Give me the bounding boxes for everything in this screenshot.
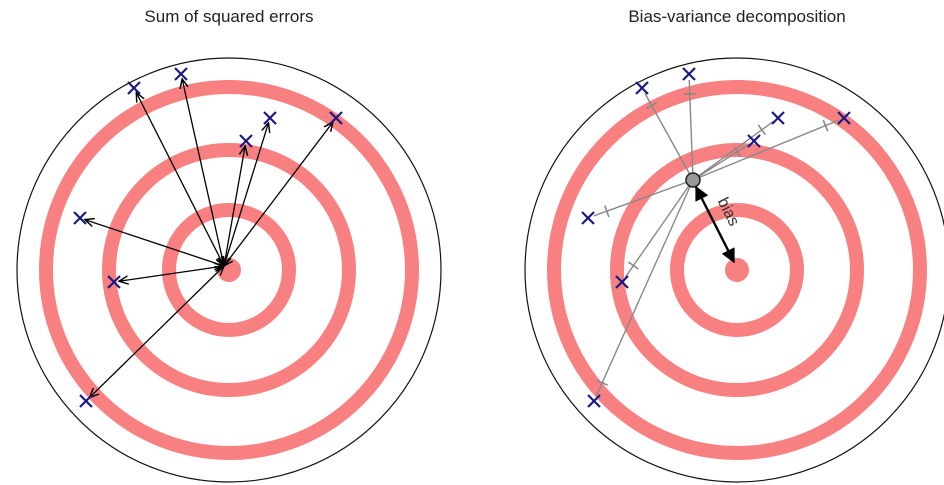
right-title: Bias-variance decomposition — [628, 7, 845, 26]
left-title: Sum of squared errors — [144, 7, 313, 26]
sample-marker — [682, 67, 696, 81]
ring — [547, 80, 927, 460]
variance-bracket — [822, 119, 829, 132]
mean-prediction — [685, 172, 701, 188]
error-arrow — [85, 220, 224, 266]
sample-marker — [263, 111, 277, 125]
variance-line — [692, 143, 750, 181]
sample-marker — [79, 394, 93, 408]
ring — [670, 203, 804, 337]
sample-marker — [127, 81, 141, 95]
variance-line — [624, 179, 694, 278]
sample-marker — [174, 67, 188, 81]
variance-bracket — [757, 124, 767, 136]
variance-line — [644, 92, 694, 181]
outer-circle — [524, 57, 944, 483]
variance-line — [595, 179, 694, 396]
outer-circle — [16, 57, 442, 483]
ring — [610, 143, 864, 397]
variance-line — [688, 79, 694, 181]
variance-bracket — [604, 205, 610, 218]
sample-marker — [581, 211, 595, 225]
sample-marker — [615, 275, 629, 289]
variance-bracket — [646, 101, 658, 110]
sample-marker — [587, 394, 601, 408]
error-arrow — [182, 79, 224, 266]
ring — [39, 80, 419, 460]
sample-marker — [329, 111, 343, 125]
sample-marker — [239, 134, 253, 148]
bullseye — [725, 258, 749, 282]
variance-bracket — [733, 146, 742, 158]
bias-arrow — [694, 185, 736, 264]
variance-bracket — [628, 261, 639, 270]
sample-marker — [837, 111, 851, 125]
left-target — [16, 57, 442, 483]
error-arrow — [224, 122, 333, 266]
sample-marker — [771, 111, 785, 125]
sample-marker — [635, 81, 649, 95]
variance-line — [593, 179, 694, 217]
variance-line — [692, 119, 839, 181]
sample-marker — [107, 275, 121, 289]
error-arrow — [90, 266, 224, 398]
sample-marker — [73, 211, 87, 225]
variance-line — [692, 120, 774, 181]
variance-bracket — [596, 379, 608, 386]
sample-marker — [747, 134, 761, 148]
right-target: bias — [524, 57, 944, 483]
